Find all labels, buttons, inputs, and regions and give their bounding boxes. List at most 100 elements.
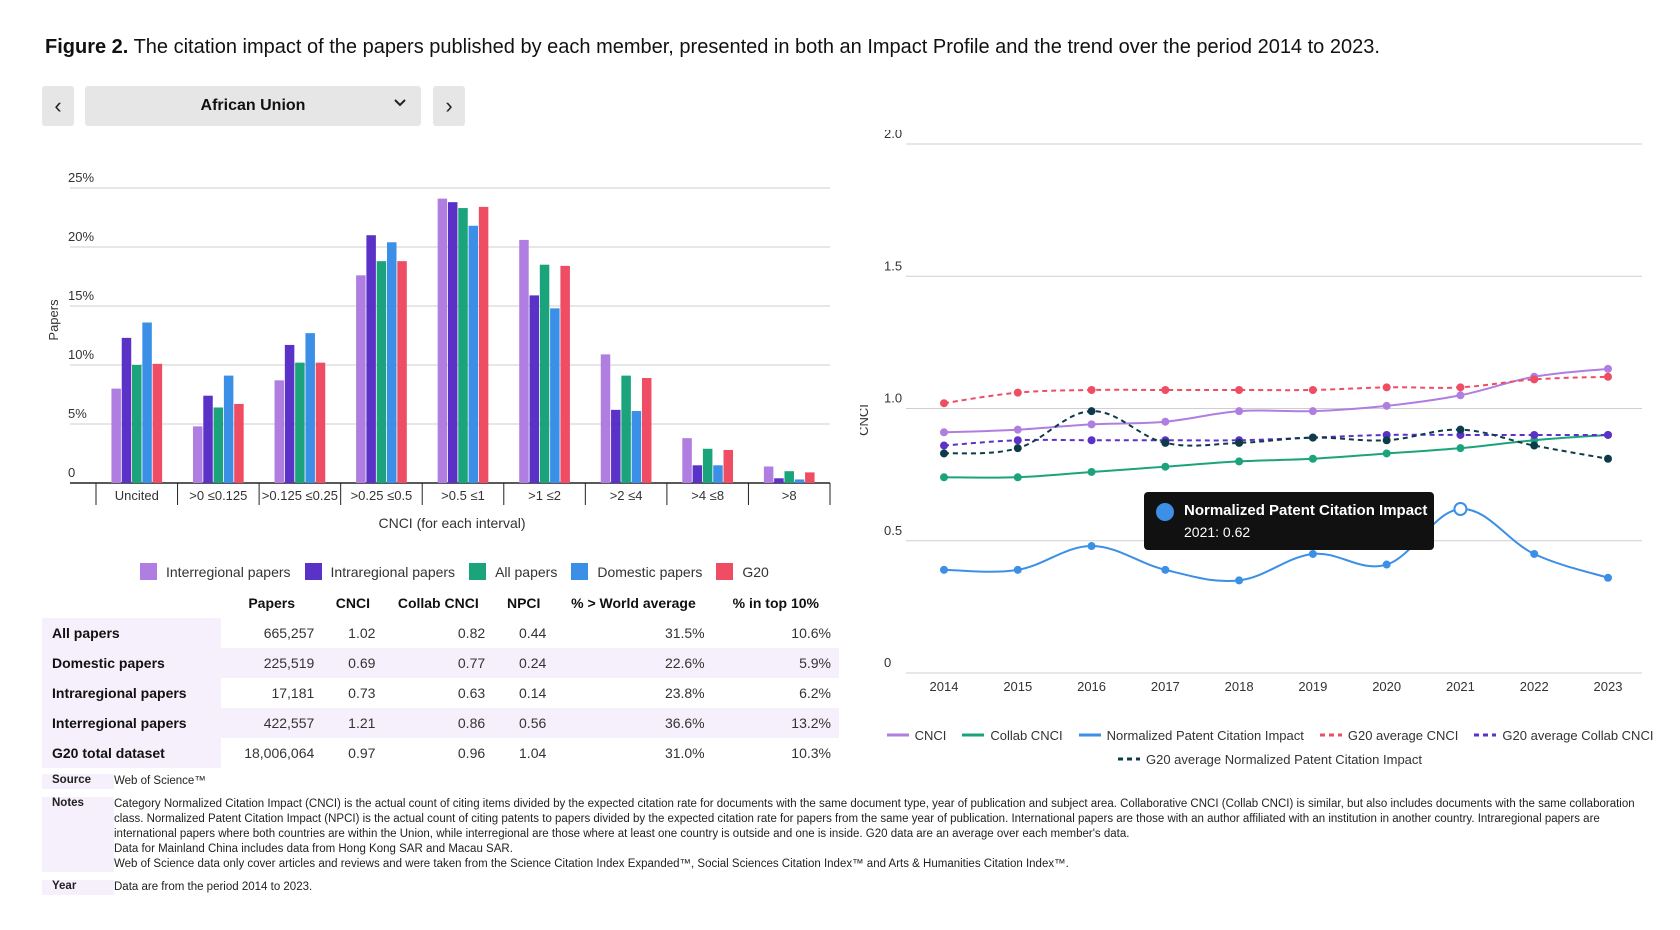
table-cell: 0.56 <box>493 708 555 738</box>
table-cell: 23.8% <box>664 685 705 701</box>
source-row: Source Web of Science™ <box>42 774 1642 789</box>
bar <box>600 354 611 483</box>
legend-item-intraregional[interactable]: Intraregional papers <box>304 563 455 580</box>
table-cell: 0.77 <box>383 648 494 678</box>
data-point <box>1604 573 1612 582</box>
x-tick-label: 2015 <box>1003 679 1032 694</box>
bar <box>621 375 631 483</box>
x-tick-label: 2018 <box>1225 679 1254 694</box>
table-cell: 0.44 <box>519 625 547 641</box>
bar <box>121 337 132 483</box>
data-point <box>1382 449 1391 458</box>
year-row: Year Data are from the period 2014 to 20… <box>42 880 1642 895</box>
bar <box>631 411 642 483</box>
data-point <box>1235 407 1244 416</box>
bar-x-axis-label: CNCI (for each interval) <box>378 515 525 531</box>
y-tick-label: 2.0 <box>884 130 902 141</box>
legend-label: G20 average CNCI <box>1347 727 1459 743</box>
data-point <box>1087 385 1096 394</box>
table-cell: 22.6% <box>554 648 713 678</box>
legend-item-interregional[interactable]: Interregional papers <box>140 563 291 580</box>
bar <box>560 265 570 483</box>
data-point <box>1161 462 1170 471</box>
data-point <box>1456 425 1465 434</box>
y-tick-label: 0 <box>884 655 891 670</box>
table-cell: 10.6% <box>791 625 831 641</box>
tooltip-series-name: Normalized Patent Citation Impact <box>1184 502 1428 519</box>
legend-item-npci[interactable]: Normalized Patent Citation Impact <box>1078 727 1304 743</box>
bar <box>295 362 305 483</box>
bar <box>458 208 468 483</box>
data-point <box>1604 454 1612 463</box>
source-text: Web of Science™ <box>114 775 206 787</box>
bar <box>111 388 121 483</box>
y-tick-label: 20% <box>68 229 94 244</box>
x-tick-label: >0.125 ≤0.25 <box>262 488 338 503</box>
notes-text: Category Normalized Citation Impact (CNC… <box>114 797 1642 872</box>
member-select[interactable]: African Union <box>85 86 421 126</box>
bar <box>641 377 652 483</box>
source-label: Source <box>42 774 114 789</box>
table-cell: 1.21 <box>322 708 384 738</box>
table-header: Collab CNCI <box>397 595 479 611</box>
data-point <box>1604 372 1612 381</box>
table-header: % > World average <box>571 595 696 611</box>
y-tick-label: 1.0 <box>884 391 902 406</box>
table-cell: 1.02 <box>348 625 376 641</box>
x-tick-label: 2020 <box>1372 679 1401 694</box>
table-cell: 0.24 <box>493 648 555 678</box>
table-header: % in top 10% <box>732 595 819 611</box>
bar <box>794 479 805 483</box>
data-point <box>1530 430 1539 439</box>
table-cell: 0.73 <box>348 685 376 701</box>
legend-item-collab-cnci[interactable]: Collab CNCI <box>962 728 1063 743</box>
tooltip-value: 2021: 0.62 <box>1184 524 1251 540</box>
next-member-button[interactable]: › <box>433 86 465 126</box>
data-point <box>1456 444 1465 453</box>
line-y-axis-label: CNCI <box>860 404 871 436</box>
x-tick-label: >8 <box>782 488 797 503</box>
data-point <box>1087 467 1096 476</box>
series-line <box>943 410 1609 460</box>
table-cell: 31.0% <box>664 745 705 761</box>
bar <box>315 362 326 483</box>
legend-label: All papers <box>495 563 558 580</box>
legend-item-g20[interactable]: G20 <box>716 563 769 580</box>
chevron-right-icon: › <box>445 93 453 118</box>
table-cell: 0.63 <box>457 685 486 701</box>
data-point <box>940 399 948 408</box>
table-cell: 5.9% <box>712 648 839 678</box>
legend-swatch <box>469 563 487 580</box>
x-tick-label: 2019 <box>1298 679 1327 694</box>
series-line <box>943 375 1609 405</box>
legend-label: CNCI <box>914 727 947 743</box>
legend-item-g20-npci[interactable]: G20 average Normalized Patent Citation I… <box>1117 751 1423 767</box>
data-point <box>1087 436 1096 445</box>
legend-item-domestic[interactable]: Domestic papers <box>571 563 702 580</box>
notes-label: Notes <box>42 797 114 872</box>
data-point <box>1308 549 1317 558</box>
bar <box>723 449 734 483</box>
figure-label: Figure 2. <box>45 36 129 58</box>
bar <box>234 403 244 483</box>
table-cell: 13.2% <box>712 708 839 738</box>
table-cell: 1.04 <box>519 745 547 761</box>
legend-swatch <box>304 563 322 580</box>
y-tick-label: 15% <box>68 288 94 303</box>
legend-item-all[interactable]: All papers <box>469 563 557 580</box>
legend-label: Normalized Patent Citation Impact <box>1106 727 1304 743</box>
legend-label: G20 average Normalized Patent Citation I… <box>1145 751 1423 767</box>
data-point <box>1013 473 1022 482</box>
chevron-down-icon <box>393 95 407 112</box>
figure-caption-text: The citation impact of the papers publis… <box>133 36 1380 58</box>
bar <box>774 478 784 483</box>
previous-member-button[interactable]: ‹ <box>42 86 74 126</box>
table-cell: 0.96 <box>457 745 486 761</box>
legend-item-g20-collab-cnci[interactable]: G20 average Collab CNCI <box>1474 728 1653 743</box>
x-tick-label: >2 ≤4 <box>610 488 643 503</box>
data-point <box>1382 401 1391 410</box>
legend-item-g20-cnci[interactable]: G20 average CNCI <box>1319 727 1459 743</box>
legend-item-cnci[interactable]: CNCI <box>886 727 947 743</box>
x-tick-label: >0.5 ≤1 <box>441 488 485 503</box>
x-tick-label: 2016 <box>1077 679 1106 694</box>
